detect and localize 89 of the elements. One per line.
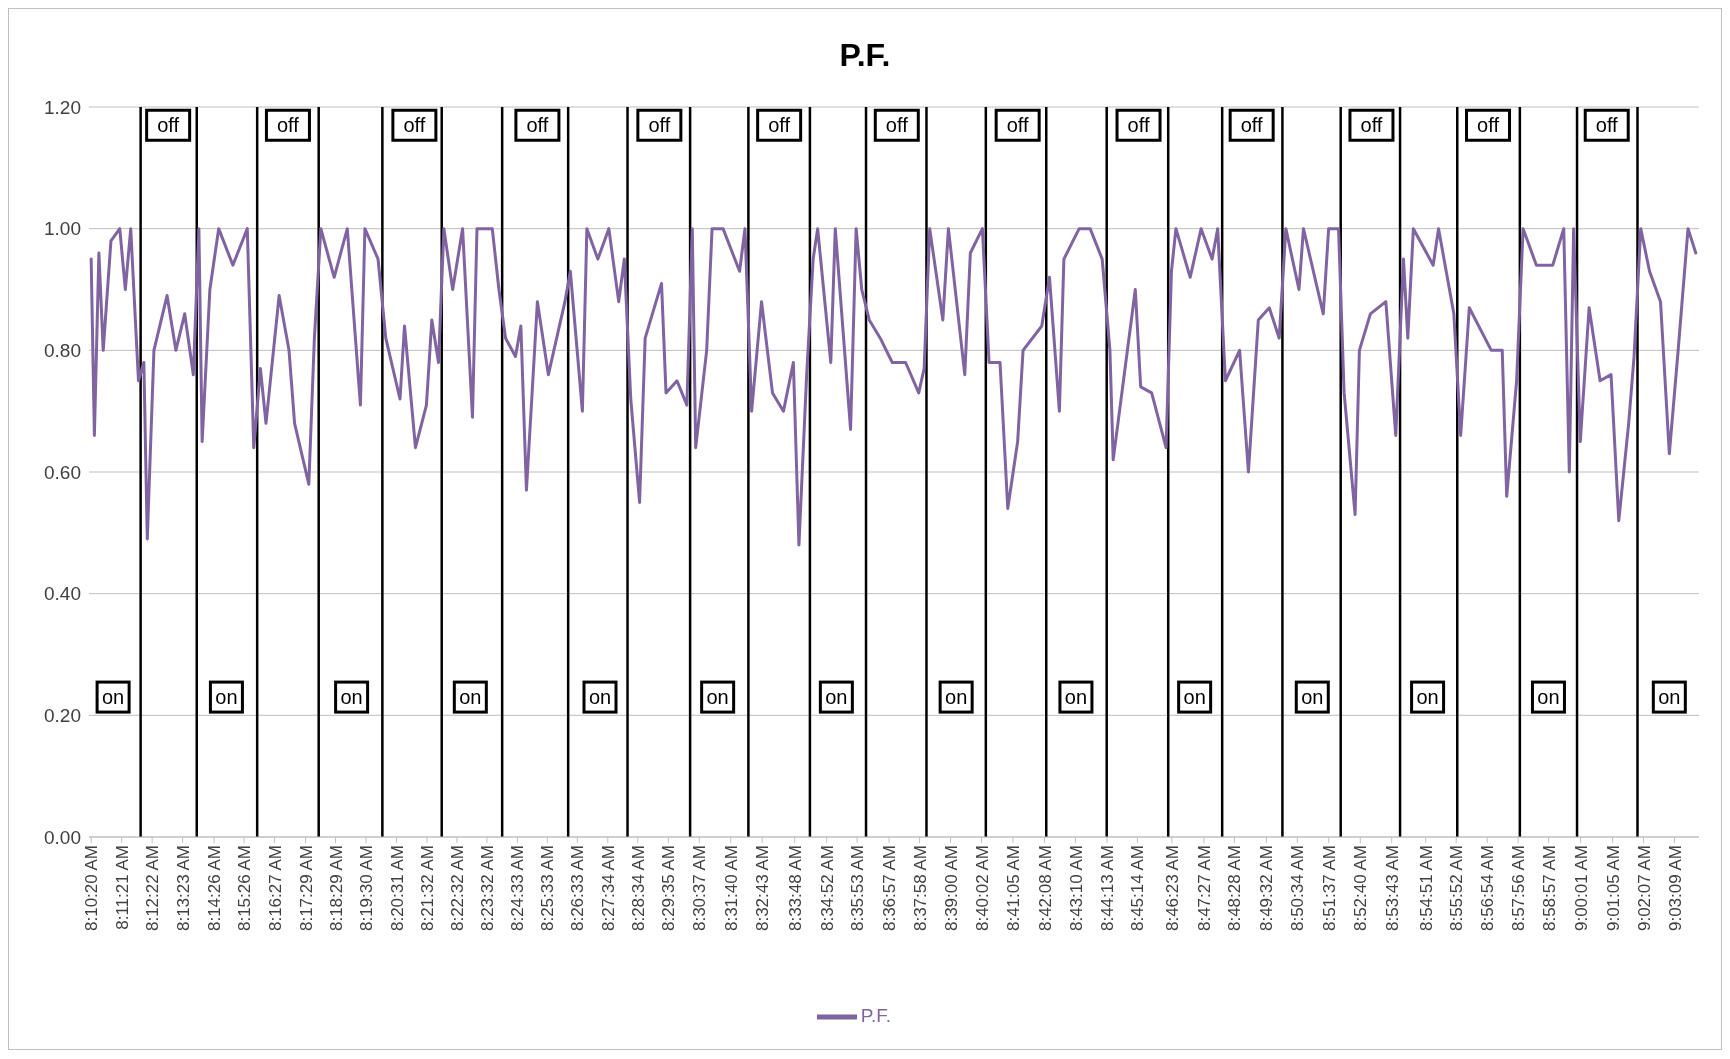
annotation: off [157,114,180,137]
annotation: off [1240,114,1264,137]
x-tick-label: 8:34:52 AM [817,845,837,932]
x-tick-label: 8:21:32 AM [418,845,438,932]
annotation: off [277,114,300,137]
annotation: on [459,686,482,709]
x-tick-label: 8:52:40 AM [1351,845,1371,932]
y-tick-label: 0.40 [44,583,81,605]
annotation: off [1127,114,1150,137]
x-tick-label: 9:00:01 AM [1571,845,1591,932]
annotation: on [1658,686,1681,709]
x-tick-label: 8:43:10 AM [1066,845,1086,932]
x-tick-label: 8:24:33 AM [508,845,528,932]
annotation: off [768,114,791,137]
annotation: off [526,114,549,137]
x-tick-label: 8:31:40 AM [721,845,741,932]
annotation: off [403,114,426,137]
x-tick-label: 8:55:52 AM [1447,845,1467,932]
annotation: off [1006,114,1030,137]
annotation: off [1360,114,1383,137]
line-series [89,227,1698,547]
x-tick-label: 9:01:05 AM [1603,845,1623,932]
x-tick-label: 8:57:56 AM [1509,845,1529,932]
x-tick-label: 8:18:29 AM [326,845,346,932]
x-tick-label: 8:39:00 AM [941,845,961,932]
x-tick-label: 8:45:14 AM [1128,845,1148,932]
x-tick-label: 8:23:32 AM [477,845,497,932]
y-tick-label: 0.20 [44,705,81,727]
x-tick-label: 8:15:26 AM [235,845,255,932]
annotation: on [1537,686,1560,709]
x-tick-label: 8:17:29 AM [296,845,316,932]
chart-title: P.F. [838,36,892,75]
x-tick-label: 8:30:37 AM [690,845,710,932]
x-tick-label: 8:16:27 AM [265,845,285,932]
x-tick-label: 8:13:23 AM [173,845,193,932]
x-tick-label: 8:58:57 AM [1539,845,1559,932]
x-tick-label: 9:02:07 AM [1634,845,1654,932]
x-tick-label: 8:51:37 AM [1319,845,1339,932]
x-tick-label: 8:10:20 AM [82,845,102,932]
x-tick-label: 8:40:02 AM [972,845,992,932]
x-tick-label: 8:42:08 AM [1035,845,1055,932]
annotation: on [1301,686,1324,709]
annotation: on [588,686,612,709]
x-tick-label: 8:37:58 AM [910,845,930,932]
annotation: on [945,686,968,709]
y-tick-label: 0.80 [44,340,81,362]
x-tick-label: 8:25:33 AM [538,845,558,932]
y-tick-label: 0.60 [44,461,81,483]
x-tick-label: 8:41:05 AM [1004,845,1024,932]
x-tick-label: 8:20:31 AM [387,845,407,932]
x-tick-label: 8:12:22 AM [143,845,163,932]
annotation: on [101,686,125,709]
x-tick-label: 8:28:34 AM [628,845,648,932]
annotation: off [1595,114,1619,137]
x-tick-label: 8:33:48 AM [785,845,805,932]
x-tick-label: 8:44:13 AM [1098,845,1118,932]
x-tick-label: 8:11:21 AM [112,845,132,930]
annotation: on [340,686,363,709]
annotation: on [1064,686,1088,709]
annotation: on [825,686,848,709]
x-tick-label: 8:35:53 AM [848,845,868,932]
x-tick-label: 8:32:43 AM [753,845,773,932]
x-tick-label: 8:26:33 AM [568,845,588,932]
x-tick-label: 8:14:26 AM [205,845,225,932]
y-tick-label: 1.20 [44,96,81,118]
x-tick-label: 8:53:43 AM [1382,845,1402,932]
annotation: on [215,686,238,709]
annotation: on [1183,686,1206,709]
y-tick-label: 0.00 [44,826,81,848]
annotation: on [706,686,729,709]
x-tick-label: 8:47:27 AM [1194,845,1214,932]
annotation: off [648,114,671,137]
x-tick-label: 8:19:30 AM [357,845,377,932]
x-tick-label: 8:27:34 AM [598,845,618,932]
x-tick-label: 8:22:32 AM [448,845,468,932]
x-tick-label: 9:03:09 AM [1665,845,1685,932]
legend-label: P.F. [860,1005,892,1027]
x-tick-label: 8:54:51 AM [1416,845,1436,932]
annotation: on [1416,686,1439,709]
y-tick-label: 1.00 [44,218,81,240]
x-tick-label: 8:49:32 AM [1257,845,1277,932]
x-tick-label: 8:48:28 AM [1225,845,1245,932]
x-tick-label: 8:50:34 AM [1288,845,1308,932]
x-tick-label: 8:29:35 AM [659,845,679,932]
x-tick-label: 8:56:54 AM [1478,845,1498,932]
x-tick-label: 8:46:23 AM [1162,845,1182,932]
x-tick-label: 8:36:57 AM [880,845,900,932]
annotation: off [1477,114,1500,137]
annotation: off [885,114,909,137]
